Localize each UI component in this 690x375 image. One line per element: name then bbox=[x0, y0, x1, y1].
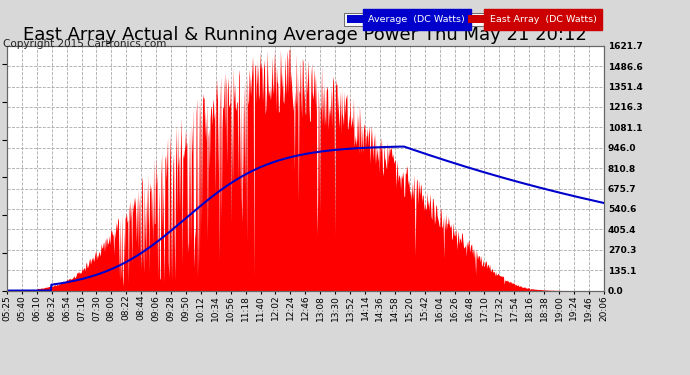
Title: East Array Actual & Running Average Power Thu May 21 20:12: East Array Actual & Running Average Powe… bbox=[23, 26, 587, 44]
Legend: Average  (DC Watts), East Array  (DC Watts): Average (DC Watts), East Array (DC Watts… bbox=[344, 12, 599, 26]
Text: Copyright 2015 Cartronics.com: Copyright 2015 Cartronics.com bbox=[3, 39, 167, 50]
